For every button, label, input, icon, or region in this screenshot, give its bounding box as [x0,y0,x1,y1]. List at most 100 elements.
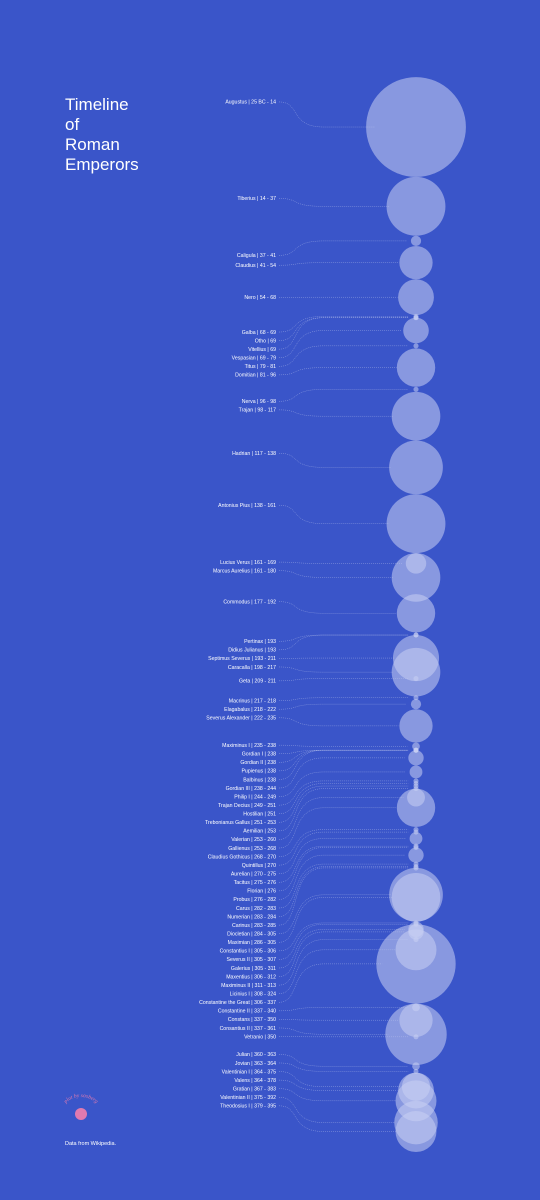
emperor-label: Pertinax | 193 [244,639,276,645]
connector-line [278,939,409,986]
connector-line [278,838,406,874]
connector-line [278,409,393,417]
emperor-label: Severus II | 305 - 307 [226,957,276,963]
reign-bubble [413,675,419,682]
reign-bubble [410,699,422,710]
connector-line [278,1088,396,1102]
reign-bubble [391,873,441,922]
emperor-label: Consantius II | 337 - 361 [220,1026,277,1032]
connector-line [278,749,409,754]
emperor-label: Gallienus | 253 - 268 [228,846,276,852]
reign-bubble [413,1068,419,1074]
emperor-label: Vitellius | 69 [248,347,276,353]
reign-bubble [386,176,446,236]
connector-line [278,1019,399,1021]
emperor-label: Lucius Verus | 161 - 169 [220,560,276,566]
connector-line [278,744,408,747]
connector-line [278,897,393,943]
emperor-label: Nerva | 96 - 98 [242,399,276,405]
reign-bubbles [366,77,466,1153]
emperor-label: Septimus Severus | 193 - 211 [208,656,276,662]
title-line: of [65,115,80,135]
emperor-label: Julian | 360 - 363 [236,1052,276,1058]
connector-line [278,785,409,823]
connector-line [278,867,409,926]
reign-bubble [391,553,441,602]
emperor-label: Licinius I | 308 - 324 [230,992,276,998]
reign-bubble [391,391,441,441]
reign-bubble [396,348,436,387]
connector-line [278,894,392,934]
connector-line [278,829,409,857]
emperor-label: Tacitus | 275 - 276 [234,880,276,886]
connector-line [278,703,407,710]
emperor-label: Commodus | 177 - 192 [223,599,276,605]
logo-text: plot by sosberg [62,1093,99,1105]
emperor-label: Elagabalus | 218 - 222 [224,707,276,713]
connector-line [278,845,409,883]
emperor-label: Caracalla | 198 - 217 [228,665,276,671]
connector-line [278,717,399,727]
emperor-label: Probus | 276 - 282 [233,897,276,903]
reign-bubble [399,246,433,280]
reign-bubble [409,832,423,845]
emperor-label: Galerius | 305 - 311 [231,966,276,972]
connector-line [278,788,409,832]
emperor-label: Valentinian I | 364 - 375 [222,1069,276,1075]
connector-line [278,797,404,840]
connector-line [278,1097,395,1123]
connector-line [278,504,390,524]
connector-line [278,101,376,128]
connector-line [278,1079,398,1091]
connector-line [278,262,399,266]
connector-line [278,1007,408,1012]
emperor-label: Pupienus | 238 [241,769,276,775]
emperor-label: Nero | 54 - 68 [244,295,276,301]
emperor-label: Maximinus I | 235 - 238 [222,743,276,749]
chart-title: Timeline of Roman Emperors [65,95,215,175]
emperor-label: Galba | 68 - 69 [242,330,276,336]
emperor-label: Hadrian | 117 - 138 [232,451,276,457]
emperor-label: Trajan | 98 - 117 [239,408,277,414]
reign-bubble [398,279,434,316]
emperor-label: Trebonianus Gallus | 251 - 253 [205,820,276,826]
connector-line [278,931,405,977]
connector-line [278,634,409,651]
connector-line [278,1071,401,1087]
reign-bubble [410,235,422,247]
emperor-label: Quintillus | 270 [242,863,276,869]
reign-bubble [409,765,423,779]
emperor-label: Constans | 337 - 350 [228,1017,276,1023]
reign-bubble [399,709,433,743]
emperor-label: Numerian | 283 - 284 [227,914,276,920]
connector-line [278,452,392,468]
connector-line [278,601,397,614]
emperor-label: Otho | 69 [255,338,276,344]
connector-line [278,1105,396,1132]
title-line: Timeline [65,95,129,115]
emperor-label: Caligula | 37 - 41 [237,253,276,259]
emperor-label: Didius Julianus | 193 [228,648,276,654]
reign-bubble [385,1003,447,1065]
emperor-label: Carus | 282 - 283 [236,906,276,912]
connector-line [278,634,409,642]
title-line: Emperors [65,155,139,175]
reign-bubble [391,647,441,697]
reign-bubble [413,695,419,701]
reign-bubble [412,1062,420,1071]
connector-line [278,389,409,402]
emperor-label: Geta | 209 - 211 [239,679,276,685]
connector-line [278,1062,409,1072]
data-source-note: Data from Wikipedia. [65,1141,117,1147]
title-line: Roman [65,135,120,155]
reign-bubble [376,924,456,1004]
connector-line [278,963,383,1003]
reign-bubble [396,594,436,633]
emperor-label: Vespasian | 69 - 79 [232,356,276,362]
emperor-label: Augustus | 25 BC - 14 [225,100,276,106]
emperor-label: Severus Alexander | 222 - 235 [206,716,276,722]
emperor-label: Maximinus II | 311 - 313 [221,983,276,989]
emperor-label: Vetranio | 350 [244,1034,276,1040]
connector-line [278,317,409,341]
connector-line [278,749,409,780]
